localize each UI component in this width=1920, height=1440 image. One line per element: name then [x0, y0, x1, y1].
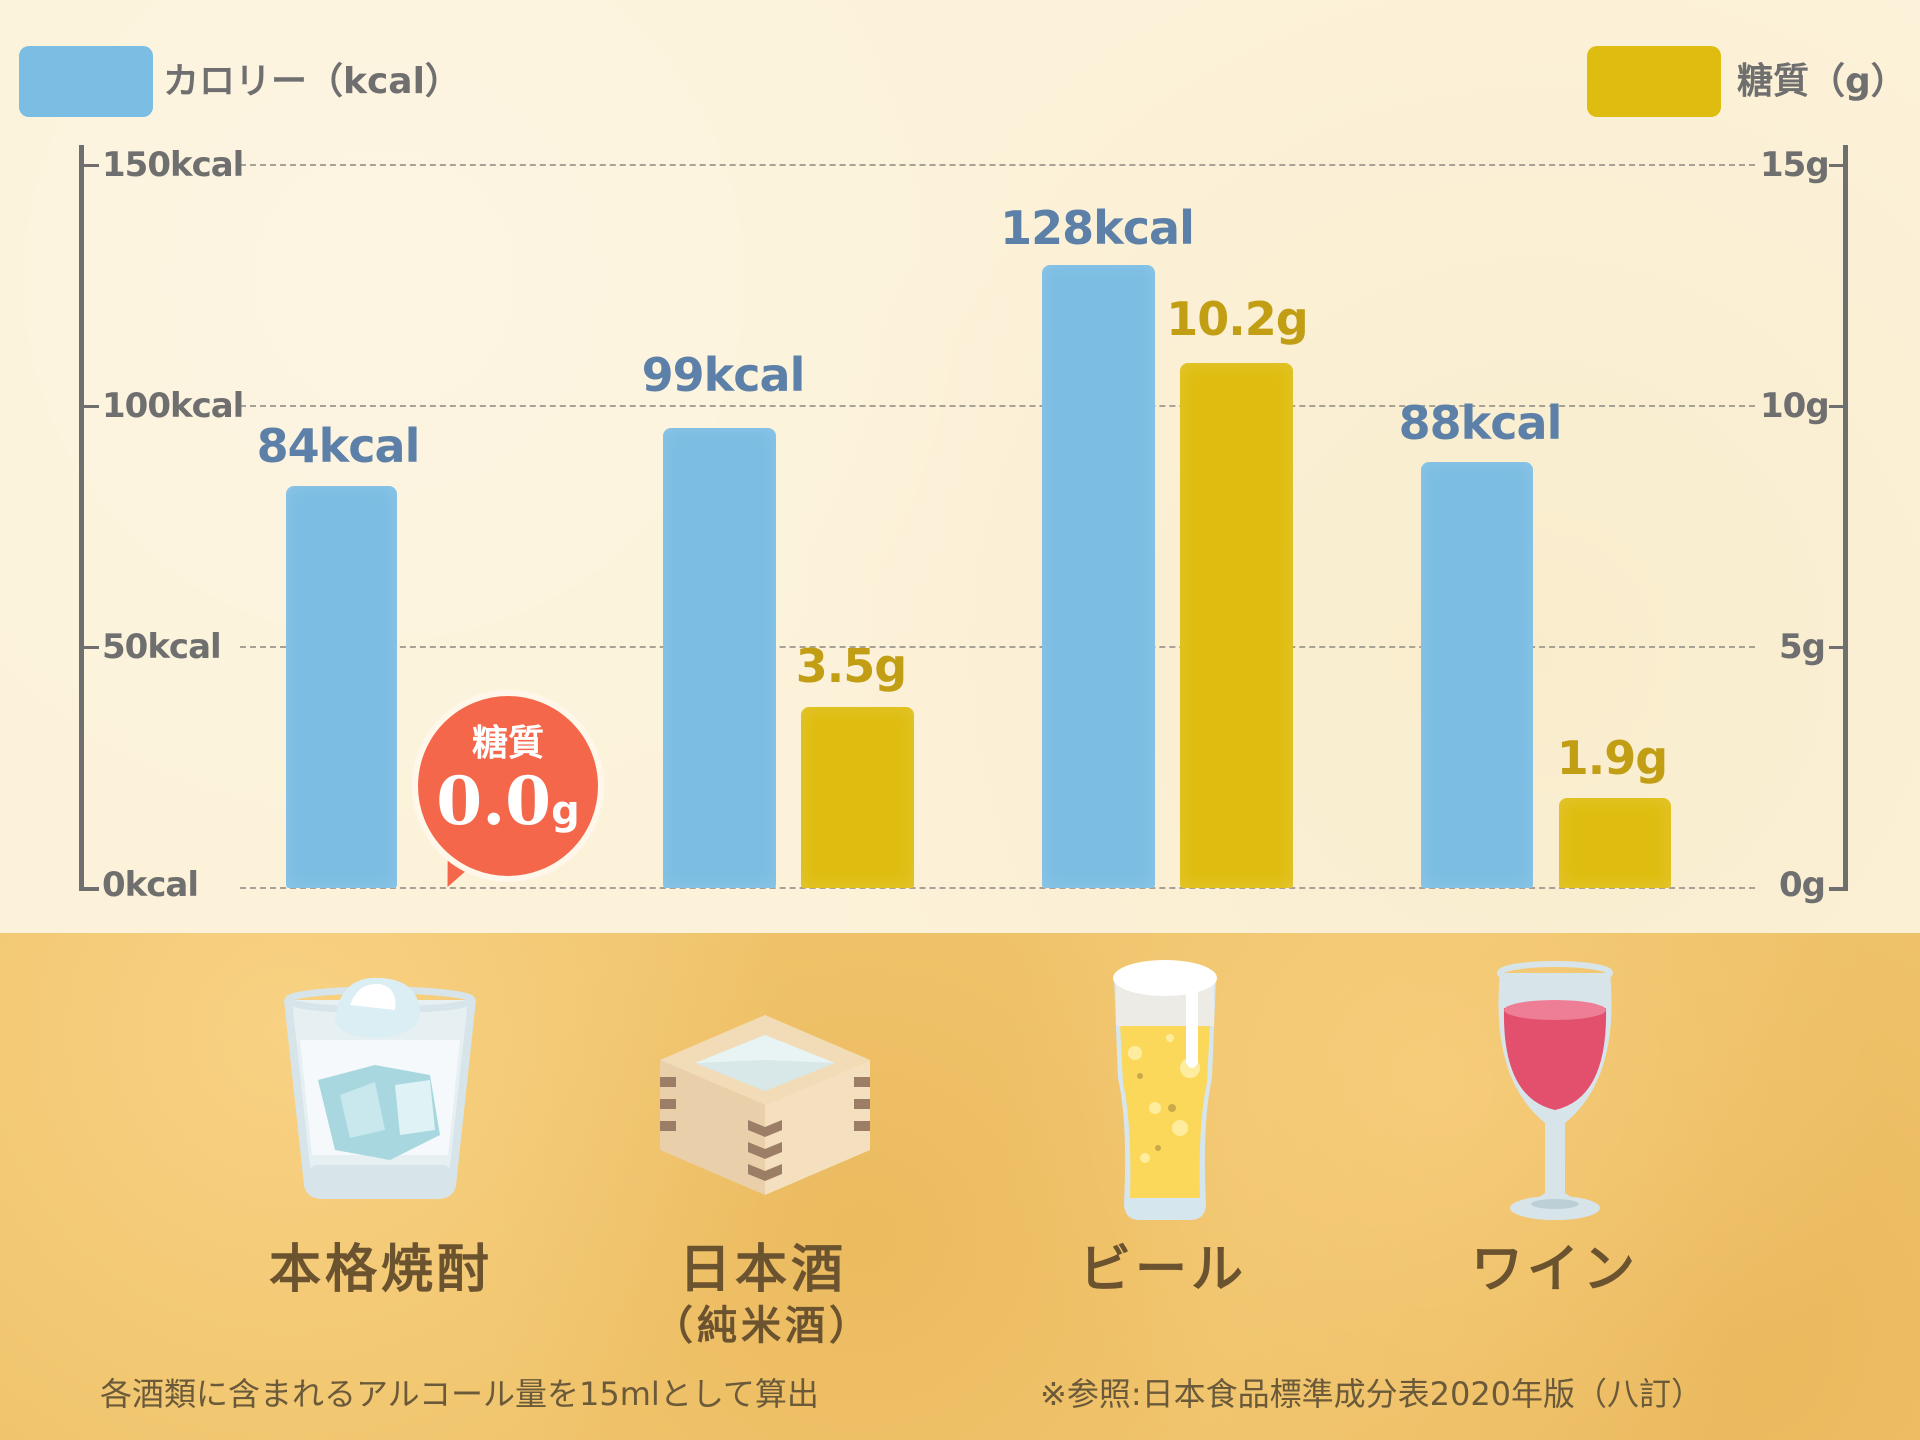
- left-axis-tick: [79, 405, 99, 408]
- bubble-value-number: 0.0: [436, 762, 552, 840]
- right-tick-label: 5g: [1779, 627, 1826, 667]
- sake-masu-icon: [660, 1015, 870, 1195]
- right-tick-label: 15g: [1760, 145, 1830, 185]
- left-tick-label: 100kcal: [102, 386, 244, 426]
- sugar-zero-bubble: 糖質 0.0g: [412, 690, 604, 882]
- category-label-sake: 日本酒: [678, 1240, 848, 1300]
- category-label-wine: ワイン: [1470, 1240, 1640, 1300]
- wine-glass-icon: [1497, 961, 1613, 1220]
- category-label-shochu: 本格焼酎: [268, 1240, 494, 1300]
- gridline-100: [240, 405, 1755, 407]
- right-axis-tick: [1829, 646, 1845, 649]
- value-label-sugar-beer: 10.2g: [1166, 292, 1308, 346]
- right-axis-tick: [1829, 164, 1845, 167]
- left-axis-tick: [79, 887, 99, 891]
- left-axis-tick: [79, 164, 99, 167]
- bar-sugar-wine: [1559, 798, 1671, 888]
- bar-calorie-beer: [1042, 265, 1155, 888]
- category-label-beer: ビール: [1078, 1240, 1248, 1300]
- legend-label-sugar: 糖質（g）: [1737, 61, 1907, 102]
- value-label-calorie-sake: 99kcal: [641, 348, 806, 402]
- footnote-source-reference: ※参照:日本食品標準成分表2020年版（八訂）: [1040, 1375, 1704, 1413]
- bubble-title: 糖質: [471, 723, 544, 764]
- bar-calorie-shochu: [286, 486, 397, 888]
- bar-sugar-beer: [1180, 363, 1293, 888]
- left-tick-label: 0kcal: [102, 865, 199, 905]
- bubble-value: 0.0g: [418, 768, 598, 834]
- bar-calorie-sake: [663, 428, 776, 888]
- gridline-0: [240, 887, 1755, 889]
- beer-glass-icon: [1113, 960, 1217, 1220]
- gridline-50: [240, 646, 1755, 648]
- value-label-calorie-beer: 128kcal: [1000, 201, 1195, 255]
- right-axis-line: [1843, 145, 1848, 891]
- right-axis-tick: [1829, 405, 1845, 408]
- left-axis-line: [79, 145, 84, 891]
- left-tick-label: 150kcal: [102, 145, 244, 185]
- shochu-glass-icon: [284, 977, 476, 1199]
- value-label-calorie-shochu: 84kcal: [256, 419, 421, 473]
- value-label-sugar-wine: 1.9g: [1556, 731, 1668, 785]
- right-tick-label: 10g: [1760, 386, 1830, 426]
- value-label-sugar-sake: 3.5g: [795, 639, 907, 693]
- bar-sugar-sake: [801, 707, 914, 888]
- legend-swatch-sugar: [1587, 46, 1721, 117]
- right-tick-label: 0g: [1779, 865, 1826, 905]
- legend-swatch-calorie: [19, 46, 153, 117]
- footnote-calculation-basis: 各酒類に含まれるアルコール量を15mlとして算出: [100, 1375, 819, 1413]
- left-tick-label: 50kcal: [102, 627, 222, 667]
- bar-calorie-wine: [1421, 462, 1533, 888]
- bubble-value-unit: g: [551, 788, 580, 834]
- right-axis-tick: [1829, 887, 1845, 891]
- legend-label-calorie: カロリー（kcal）: [163, 61, 461, 102]
- category-sublabel-sake: （純米酒）: [653, 1303, 873, 1349]
- left-axis-tick: [79, 646, 99, 649]
- gridline-150: [240, 164, 1755, 166]
- value-label-calorie-wine: 88kcal: [1398, 396, 1563, 450]
